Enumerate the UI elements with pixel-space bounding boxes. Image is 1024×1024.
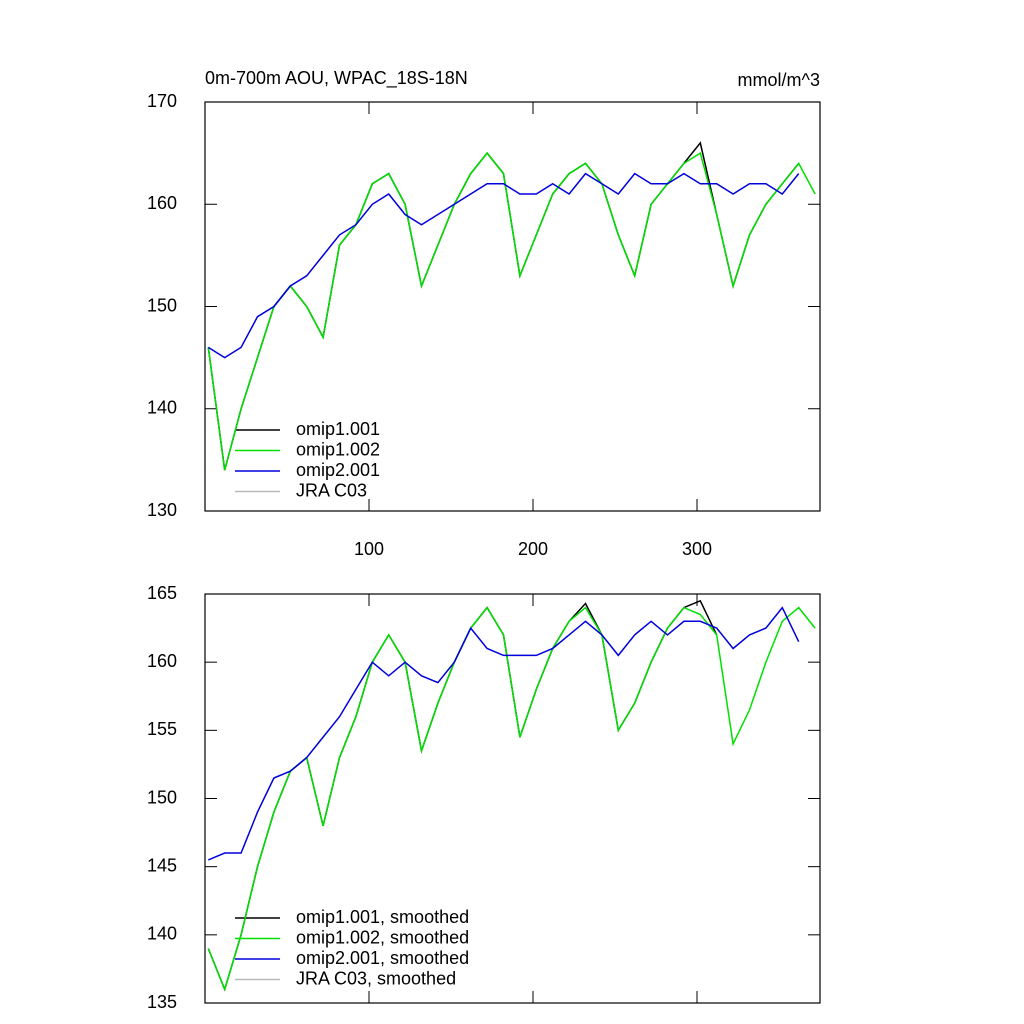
y-tick-label: 165 (147, 583, 177, 603)
legend-label: JRA C03 (296, 480, 367, 500)
y-tick-label: 135 (147, 992, 177, 1012)
x-tick-label: 200 (518, 539, 548, 559)
series-line (208, 606, 800, 861)
x-tick-label: 100 (354, 539, 384, 559)
legend-label: omip2.001, smoothed (296, 948, 469, 968)
y-tick-label: 140 (147, 924, 177, 944)
chart-title: 0m-700m AOU, WPAC_18S-18N (205, 68, 468, 89)
legend-label: omip1.001, smoothed (296, 907, 469, 927)
y-tick-label: 130 (147, 500, 177, 520)
legend-label: JRA C03, smoothed (296, 968, 456, 988)
legend-label: omip1.002 (296, 439, 380, 459)
y-tick-label: 140 (147, 398, 177, 418)
series-line (207, 606, 816, 992)
y-tick-label: 160 (147, 651, 177, 671)
y-tick-label: 160 (147, 193, 177, 213)
legend-label: omip1.002, smoothed (296, 927, 469, 947)
series-line (207, 151, 816, 471)
y-tick-label: 170 (147, 91, 177, 111)
x-tick-label: 300 (682, 539, 712, 559)
y-tick-label: 145 (147, 855, 177, 875)
y-unit: mmol/m^3 (738, 70, 820, 90)
legend-label: omip2.001 (296, 460, 380, 480)
y-tick-label: 155 (147, 719, 177, 739)
legend-label: omip1.001 (296, 419, 380, 439)
y-tick-label: 150 (147, 787, 177, 807)
y-tick-label: 150 (147, 295, 177, 315)
series-line (207, 172, 800, 359)
